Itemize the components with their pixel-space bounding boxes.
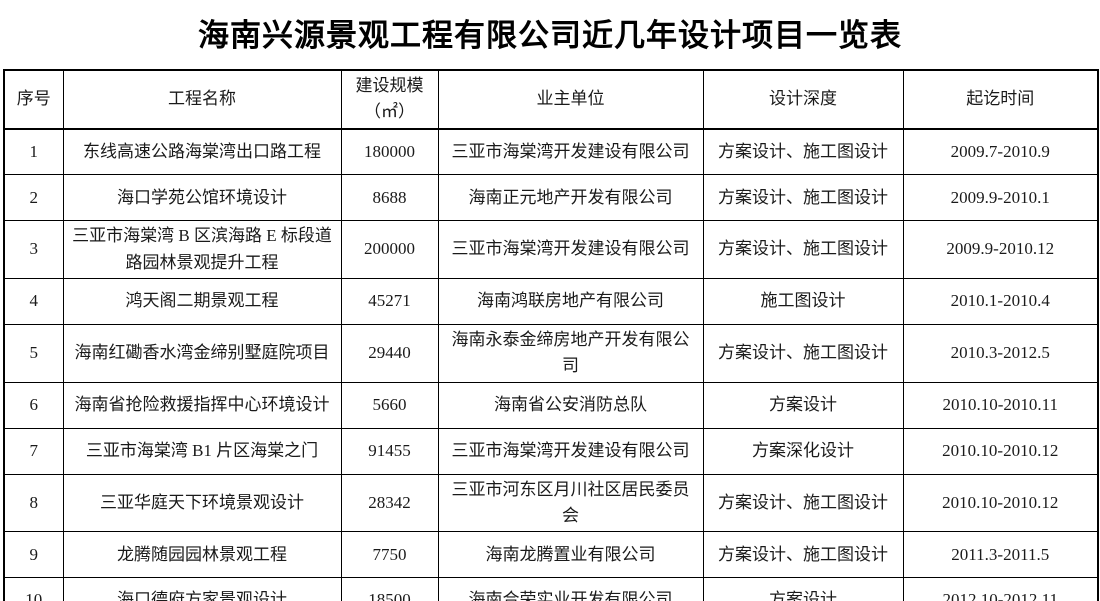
table-row: 10 海口德府方家景观设计 18500 海南合荣实业开发有限公司 方案设计 2012.10… [3,577,1099,601]
cell-depth: 施工图设计 [702,277,904,325]
table-row: 7 三亚市海棠湾 B1 片区海棠之门 91455 三亚市海棠湾开发建设有限公司 方案深化… [3,427,1099,475]
table-row: 2 海口学苑公馆环境设计 8688 海南正元地产开发有限公司 方案设计、施工图设计 200… [3,174,1099,222]
column-header-period: 起讫时间 [902,69,1099,130]
cell-name: 鸿天阁二期景观工程 [62,277,342,325]
cell-depth: 方案设计、施工图设计 [702,323,904,383]
table-row: 5 海南红磡香水湾金缔别墅庭院项目 29440 海南永泰金缔房地产开发有限公司 方案设计… [3,323,1099,383]
cell-scale: 45271 [340,277,439,325]
cell-scale: 91455 [340,427,439,475]
cell-depth: 方案设计 [702,577,904,601]
cell-scale: 5660 [340,381,439,429]
page-title: 海南兴源景观工程有限公司近几年设计项目一览表 [198,18,902,53]
cell-no: 4 [3,277,64,325]
cell-no: 3 [3,220,64,279]
cell-name: 海南红磡香水湾金缔别墅庭院项目 [62,323,342,383]
cell-owner: 海南永泰金缔房地产开发有限公司 [437,323,704,383]
cell-scale: 28342 [340,473,439,533]
column-header-depth: 设计深度 [702,69,904,130]
cell-name: 海口学苑公馆环境设计 [62,174,342,222]
cell-no: 1 [3,128,64,176]
cell-no: 6 [3,381,64,429]
table-row: 6 海南省抢险救援指挥中心环境设计 5660 海南省公安消防总队 方案设计 2010.10… [3,381,1099,429]
cell-period: 2010.10-2010.11 [902,381,1099,429]
cell-name: 东线高速公路海棠湾出口路工程 [62,128,342,176]
cell-period: 2010.3-2012.5 [902,323,1099,383]
cell-depth: 方案设计、施工图设计 [702,220,904,279]
cell-owner: 海南龙腾置业有限公司 [437,531,704,579]
column-header-no: 序号 [3,69,64,130]
table-row: 3 三亚市海棠湾 B 区滨海路 E 标段道路园林景观提升工程 200000 三亚市海棠… [3,220,1099,279]
cell-depth: 方案设计、施工图设计 [702,174,904,222]
cell-scale: 200000 [340,220,439,279]
column-header-name: 工程名称 [62,69,342,130]
cell-period: 2009.9-2010.1 [902,174,1099,222]
table-row: 4 鸿天阁二期景观工程 45271 海南鸿联房地产有限公司 施工图设计 2010.1-20… [3,277,1099,325]
cell-no: 9 [3,531,64,579]
cell-period: 2009.9-2010.12 [902,220,1099,279]
cell-owner: 三亚市海棠湾开发建设有限公司 [437,128,704,176]
cell-owner: 三亚市海棠湾开发建设有限公司 [437,427,704,475]
cell-depth: 方案设计、施工图设计 [702,473,904,533]
cell-no: 7 [3,427,64,475]
projects-table: 序号 工程名称 建设规模 （㎡） 业主单位 设计深度 起讫时间 1 东线高速公路海棠湾出口路… [3,69,1099,601]
cell-depth: 方案设计、施工图设计 [702,531,904,579]
cell-owner: 海南正元地产开发有限公司 [437,174,704,222]
cell-name: 龙腾随园园林景观工程 [62,531,342,579]
cell-scale: 18500 [340,577,439,601]
cell-no: 10 [3,577,64,601]
cell-period: 2010.10-2010.12 [902,427,1099,475]
cell-period: 2009.7-2010.9 [902,128,1099,176]
cell-name: 三亚市海棠湾 B1 片区海棠之门 [62,427,342,475]
column-header-scale: 建设规模 （㎡） [340,69,439,130]
cell-no: 8 [3,473,64,533]
cell-scale: 180000 [340,128,439,176]
table-row: 1 东线高速公路海棠湾出口路工程 180000 三亚市海棠湾开发建设有限公司 方案设计、… [3,128,1099,176]
cell-period: 2010.1-2010.4 [902,277,1099,325]
cell-owner: 三亚市河东区月川社区居民委员会 [437,473,704,533]
header-row: 序号 工程名称 建设规模 （㎡） 业主单位 设计深度 起讫时间 [3,69,1099,130]
cell-name: 海口德府方家景观设计 [62,577,342,601]
cell-name: 三亚市海棠湾 B 区滨海路 E 标段道路园林景观提升工程 [62,220,342,279]
cell-owner: 海南合荣实业开发有限公司 [437,577,704,601]
cell-owner: 海南鸿联房地产有限公司 [437,277,704,325]
cell-scale: 7750 [340,531,439,579]
table-row: 9 龙腾随园园林景观工程 7750 海南龙腾置业有限公司 方案设计、施工图设计 2011.… [3,531,1099,579]
cell-period: 2012.10-2012.11 [902,577,1099,601]
cell-scale: 8688 [340,174,439,222]
table-header: 序号 工程名称 建设规模 （㎡） 业主单位 设计深度 起讫时间 [3,69,1099,130]
cell-scale: 29440 [340,323,439,383]
cell-name: 海南省抢险救援指挥中心环境设计 [62,381,342,429]
cell-depth: 方案设计 [702,381,904,429]
table-row: 8 三亚华庭天下环境景观设计 28342 三亚市河东区月川社区居民委员会 方案设计、施工… [3,473,1099,533]
cell-period: 2010.10-2010.12 [902,473,1099,533]
table-body: 1 东线高速公路海棠湾出口路工程 180000 三亚市海棠湾开发建设有限公司 方案设计、… [3,128,1099,601]
cell-depth: 方案设计、施工图设计 [702,128,904,176]
cell-name: 三亚华庭天下环境景观设计 [62,473,342,533]
cell-no: 5 [3,323,64,383]
cell-period: 2011.3-2011.5 [902,531,1099,579]
cell-no: 2 [3,174,64,222]
cell-owner: 三亚市海棠湾开发建设有限公司 [437,220,704,279]
column-header-owner: 业主单位 [437,69,704,130]
cell-owner: 海南省公安消防总队 [437,381,704,429]
cell-depth: 方案深化设计 [702,427,904,475]
